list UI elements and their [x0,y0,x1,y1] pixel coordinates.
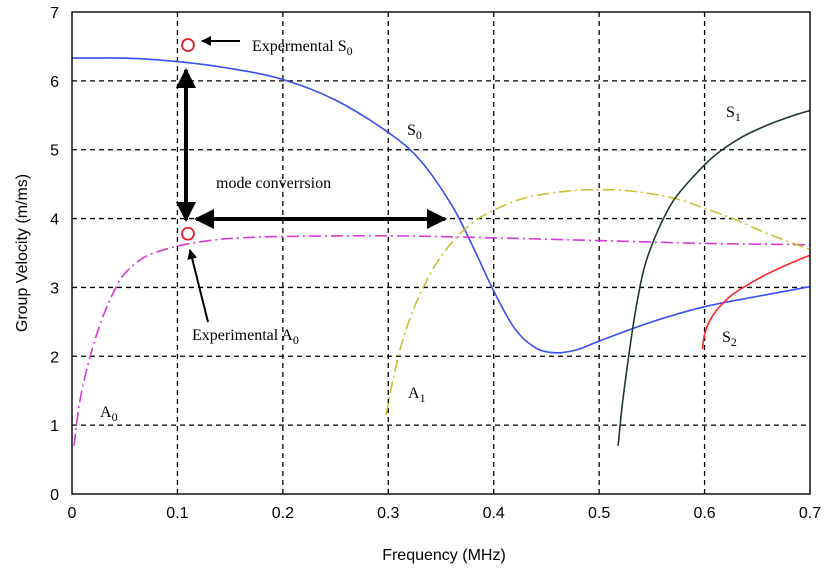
experimental-s0-point-marker [181,38,195,52]
x-tick-label: 0.3 [377,505,399,522]
y-tick-label: 1 [50,418,59,435]
marker-layer [181,38,195,241]
annotation-experimental-s0: Expermental S0 [252,38,353,58]
curve-label-a0-sub: 0 [112,410,118,424]
curve-label-a1: A1 [408,385,426,405]
x-axis-title: Frequency (MHz) [382,547,506,564]
y-tick-label: 4 [50,212,59,229]
y-tick-label: 7 [50,5,59,22]
curve-label-s0-text: S [407,122,416,139]
annotation-experimental-s0-sub: 0 [347,44,353,58]
series-a1-line [385,188,811,415]
curve-label-s2: S2 [722,329,737,349]
arrow-exp-a0 [187,249,209,323]
annotation-experimental-a0-text: Experimental A [192,327,293,344]
curve-label-s2-text: S [722,329,731,346]
x-tick-label: 0.6 [693,505,715,522]
curve-label-s0: S0 [407,122,422,142]
y-tick-label: 5 [50,143,59,160]
curve-label-s0-sub: 0 [416,128,422,142]
x-tick-labels: 0 0.1 0.2 0.3 0.4 0.5 0.6 0.7 [68,505,822,522]
x-tick-label: 0.1 [166,505,188,522]
annotation-experimental-a0: Experimental A0 [192,327,299,347]
curve-label-s1-sub: 1 [735,110,741,124]
y-tick-labels: 0 1 2 3 4 5 6 7 [50,5,59,504]
curve-label-s2-sub: 2 [731,335,737,349]
y-tick-label: 3 [50,280,59,297]
x-tick-label: 0.4 [483,505,505,522]
series-s1-line [617,109,811,446]
curve-label-s1-text: S [726,104,735,121]
grid [72,12,810,494]
series-s2-line [701,254,811,350]
series-s0-line [71,57,811,354]
y-axis-title: Group Velocity (m/ms) [14,174,31,332]
series-layer [71,57,811,446]
plot-frame [71,11,811,495]
series-a0-line [73,234,811,446]
annotation-arrows [176,36,447,323]
y-tick-label: 6 [50,74,59,91]
x-tick-label: 0.7 [799,505,821,522]
annotation-mode-conversion: mode converrsion [216,175,331,192]
curve-label-a0: A0 [100,404,118,424]
curve-label-a1-text: A [408,385,420,402]
curve-label-a0-text: A [100,404,112,421]
y-tick-label: 0 [50,487,59,504]
curve-label-a1-sub: 1 [420,391,426,405]
annotation-experimental-a0-sub: 0 [293,333,299,347]
annotation-experimental-s0-text: Expermental S [252,38,347,55]
x-tick-label: 0.2 [272,505,294,522]
experimental-a0-point-marker [181,226,195,241]
x-tick-label: 0.5 [588,505,610,522]
curve-label-s1: S1 [726,104,741,124]
x-tick-label: 0 [68,505,77,522]
y-tick-label: 2 [50,349,59,366]
